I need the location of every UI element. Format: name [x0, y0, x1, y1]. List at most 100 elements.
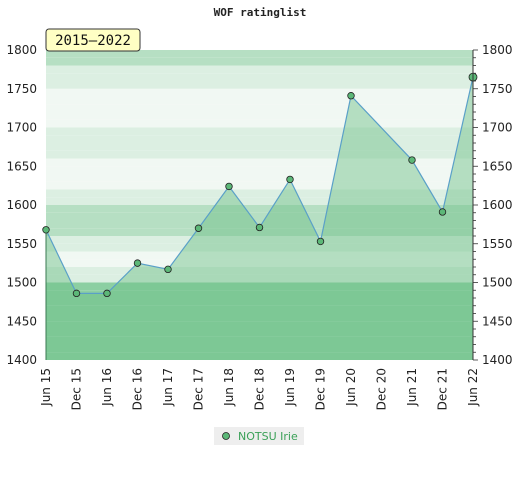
y-tick-label-left: 1650 — [6, 159, 37, 173]
band — [46, 150, 473, 159]
range-label: 2015–2022 — [45, 28, 141, 52]
y-axis-left: 1400 1450 1500 1550 1600 1650 1700 1750 1800 — [6, 43, 37, 367]
legend-marker — [222, 432, 230, 440]
y-tick-label-right: 1800 — [482, 43, 513, 57]
x-tick-label: Jun 21 — [405, 368, 419, 407]
band — [46, 135, 473, 143]
y-tick-label-left: 1400 — [6, 353, 37, 367]
legend[interactable]: NOTSU Irie — [214, 427, 304, 445]
band — [46, 352, 473, 360]
data-point — [438, 208, 447, 216]
y-tick-label-right: 1400 — [482, 353, 513, 367]
band — [46, 259, 473, 267]
range-label-box — [45, 28, 141, 52]
data-point — [194, 224, 203, 232]
y-tick-label-left: 1800 — [6, 43, 37, 57]
data-point — [164, 265, 172, 274]
data-point — [316, 237, 325, 246]
band — [46, 143, 473, 151]
data-point — [72, 289, 81, 298]
band — [46, 119, 473, 128]
band — [46, 189, 473, 198]
y-axis-right: 1400 1450 1500 1550 1600 1650 1700 1750 1800 — [472, 43, 513, 367]
x-axis: Jun 15 Dec 15 Jun 16 Dec 16 Jun 17 Dec 17 Jun … — [39, 368, 480, 410]
x-tick-label: Dec 17 — [192, 368, 206, 410]
band — [46, 305, 473, 314]
band — [46, 73, 473, 81]
band — [46, 174, 473, 182]
data-point — [255, 223, 264, 232]
data-point — [408, 156, 416, 164]
x-tick-label: Jun 16 — [100, 368, 114, 407]
y-tick-label-right: 1750 — [482, 82, 513, 96]
data-point — [225, 182, 233, 191]
band — [46, 344, 473, 353]
range-label-text: 2015–2022 — [55, 33, 131, 49]
band — [46, 181, 473, 190]
y-tick-label-left: 1750 — [6, 82, 37, 96]
chart-title: WOF ratinglist — [214, 6, 307, 19]
data-point — [286, 175, 294, 184]
series-line — [45, 76, 474, 294]
x-tick-label: Jun 19 — [283, 368, 297, 407]
band — [46, 336, 473, 345]
band — [46, 81, 473, 89]
band — [46, 282, 473, 291]
y-tick-label-right: 1550 — [482, 237, 513, 251]
x-tick-label: Jun 17 — [161, 368, 175, 407]
data-point — [133, 259, 142, 267]
data-point — [103, 289, 111, 298]
band — [46, 274, 473, 283]
band — [46, 166, 473, 174]
x-tick-label: Jun 15 — [39, 368, 53, 407]
y-tick-label-left: 1600 — [6, 198, 37, 212]
band — [46, 251, 473, 260]
band — [46, 158, 473, 167]
x-tick-label: Dec 21 — [436, 368, 450, 410]
band — [46, 329, 473, 337]
band — [46, 243, 473, 252]
band — [46, 127, 473, 136]
y-tick-label-left: 1550 — [6, 237, 37, 251]
x-tick-label: Jun 22 — [466, 368, 480, 407]
background-bands — [46, 50, 473, 360]
x-tick-label: Dec 19 — [314, 368, 328, 410]
y-tick-label-right: 1650 — [482, 159, 513, 173]
y-tick-label-right: 1500 — [482, 276, 513, 290]
x-tick-label: Dec 16 — [131, 368, 145, 410]
x-tick-label: Dec 15 — [70, 368, 84, 410]
y-tick-label-left: 1450 — [6, 314, 37, 328]
band — [46, 212, 473, 221]
band — [46, 65, 473, 74]
band — [46, 205, 473, 213]
band — [46, 228, 473, 236]
band — [46, 57, 473, 66]
band — [46, 104, 473, 112]
band — [46, 112, 473, 120]
y-tick-label-left: 1700 — [6, 121, 37, 135]
band — [46, 50, 473, 58]
band — [46, 88, 473, 97]
legend-box — [214, 427, 304, 445]
data-point — [42, 226, 50, 234]
band — [46, 197, 473, 205]
data-point — [347, 92, 355, 100]
y-tick-label-left: 1500 — [6, 276, 37, 290]
series-area — [46, 77, 473, 360]
legend-label: NOTSU Irie — [238, 430, 298, 443]
band — [46, 236, 473, 244]
x-tick-label: Dec 18 — [253, 368, 267, 410]
x-tick-label: Jun 18 — [222, 368, 236, 407]
band — [46, 313, 473, 322]
band — [46, 298, 473, 306]
y-tick-label-right: 1450 — [482, 314, 513, 328]
band — [46, 267, 473, 275]
band — [46, 321, 473, 329]
band — [46, 96, 473, 105]
y-tick-label-right: 1700 — [482, 121, 513, 135]
x-tick-label: Dec 20 — [375, 368, 389, 410]
band — [46, 290, 473, 298]
x-tick-label: Jun 20 — [344, 368, 358, 407]
y-tick-label-right: 1600 — [482, 198, 513, 212]
